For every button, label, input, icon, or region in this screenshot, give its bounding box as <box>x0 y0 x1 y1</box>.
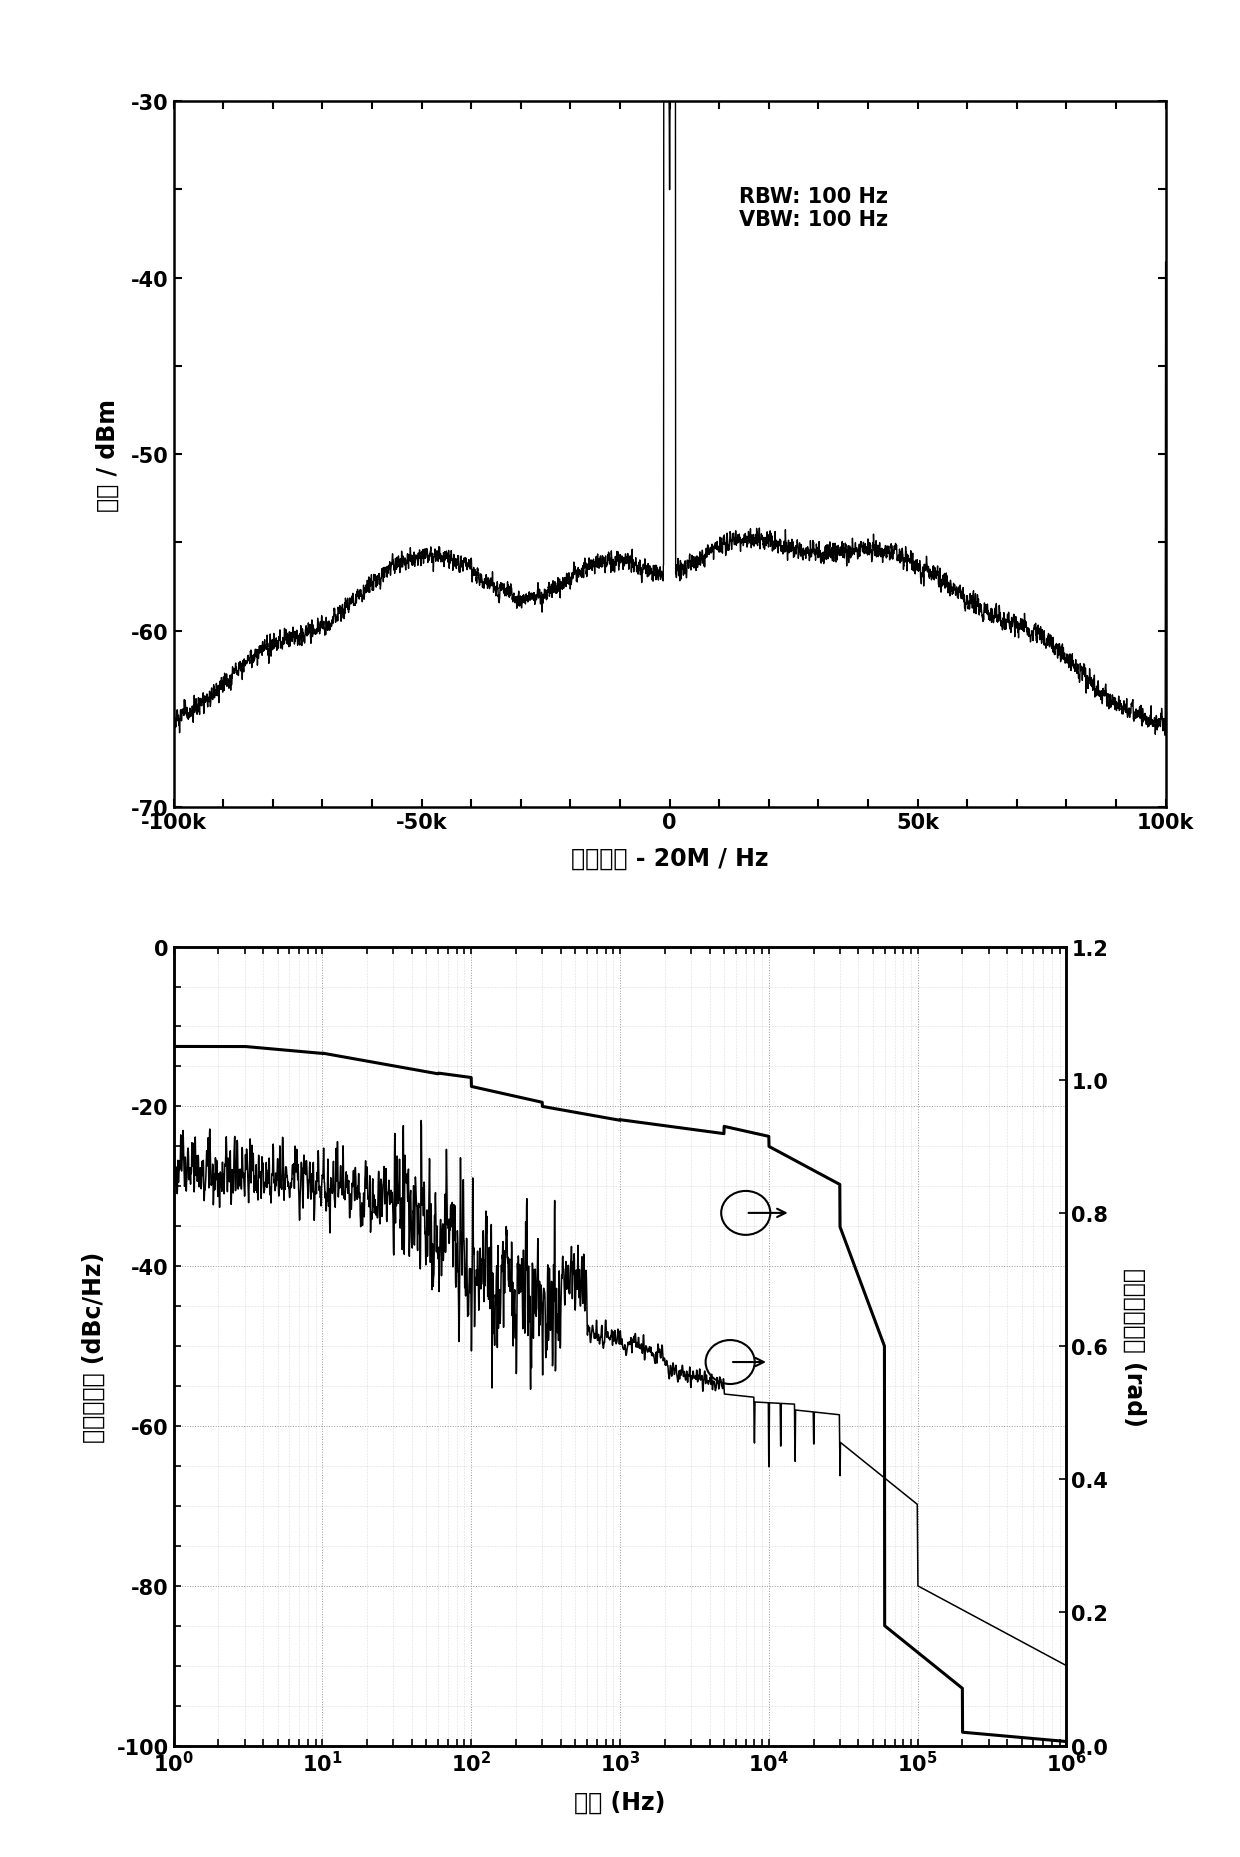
Y-axis label: 功率 / dBm: 功率 / dBm <box>95 399 120 511</box>
X-axis label: 频率 (Hz): 频率 (Hz) <box>574 1790 666 1814</box>
Y-axis label: 积分相位噪声 (rad): 积分相位噪声 (rad) <box>1122 1266 1146 1426</box>
Text: RBW: 100 Hz
VBW: 100 Hz: RBW: 100 Hz VBW: 100 Hz <box>739 188 888 230</box>
Y-axis label: 相位噪声谱 (dBc/Hz): 相位噪声谱 (dBc/Hz) <box>82 1252 105 1441</box>
X-axis label: 锁定拍频 - 20M / Hz: 锁定拍频 - 20M / Hz <box>570 847 769 871</box>
